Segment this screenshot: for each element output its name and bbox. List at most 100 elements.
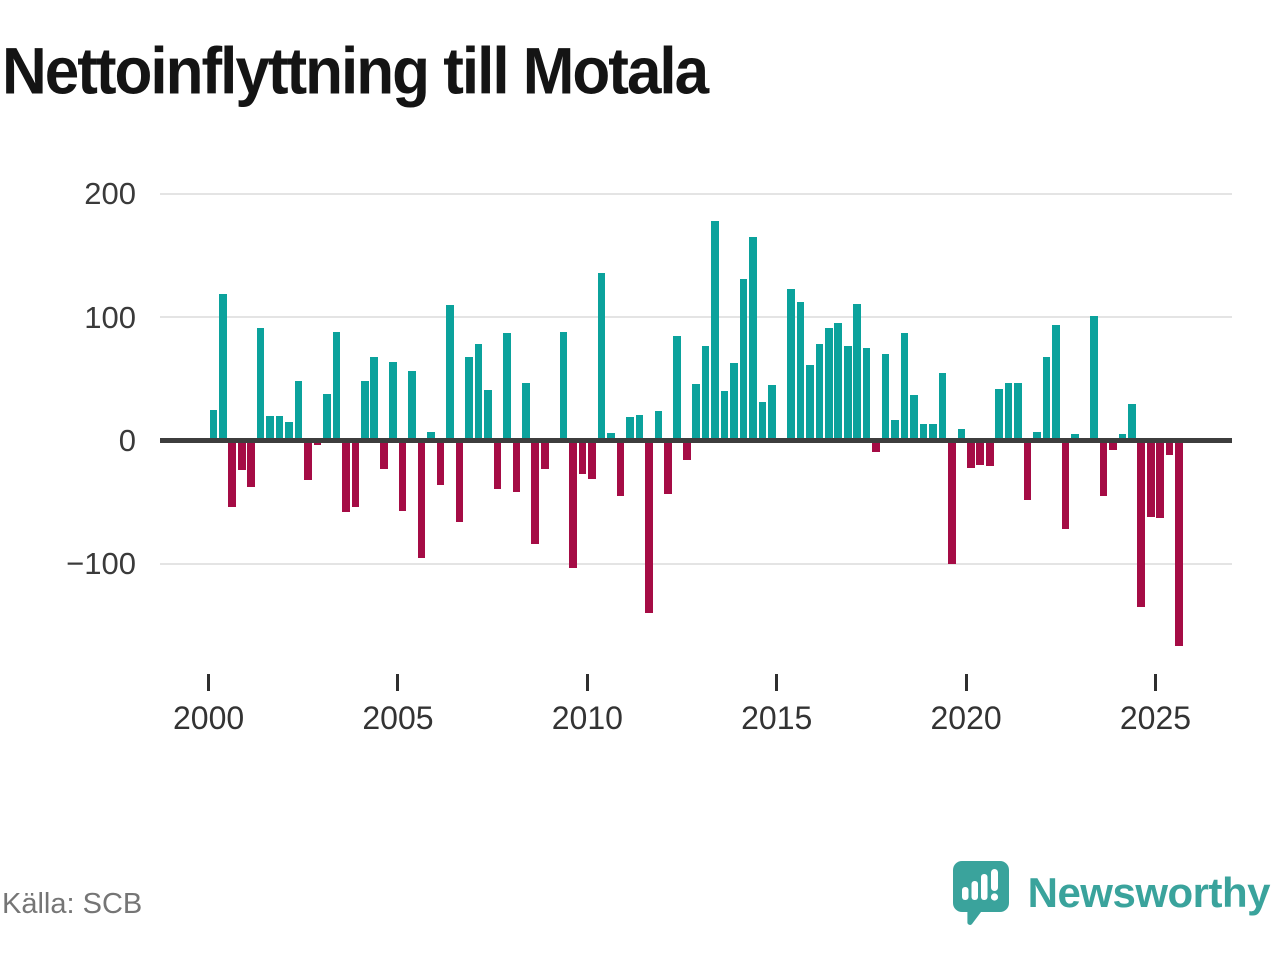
y-axis-label--100: −100 [66, 546, 136, 582]
bar-2020Q1 [967, 440, 975, 468]
gridline-y-200 [160, 192, 1232, 195]
bar-2013Q2 [711, 220, 719, 441]
logo-bar-medium [971, 881, 978, 900]
bar-2017Q1 [853, 303, 861, 441]
bar-2007Q4 [503, 333, 511, 441]
bar-2012Q2 [673, 335, 682, 441]
x-axis-label-2000: 2000 [173, 700, 245, 736]
brand-name: Newsworthy [1027, 869, 1271, 916]
bar-2000Q1 [209, 409, 218, 441]
y-axis-label-100: 100 [84, 299, 136, 335]
bar-2009Q3 [569, 440, 577, 568]
logo-bar-tall [980, 874, 988, 900]
bar-2020Q3 [985, 440, 994, 467]
logo-exclamation-dot [990, 893, 998, 901]
bar-2014Q4 [768, 385, 776, 441]
bar-2025Q2 [1165, 440, 1174, 456]
chart-title: Nettoinflyttning till Motala [2, 35, 709, 109]
bar-2007Q1 [474, 344, 483, 441]
x-tick-2010 [585, 674, 589, 691]
bar-2024Q2 [1127, 403, 1136, 441]
bar-2004Q3 [379, 440, 388, 469]
bar-2002Q2 [294, 381, 303, 441]
source-note: Källa: SCB [2, 888, 143, 920]
bar-2025Q3 [1175, 440, 1183, 647]
bar-2010Q2 [597, 272, 606, 441]
x-tick-2000 [207, 674, 211, 691]
x-axis-label-2015: 2015 [741, 700, 813, 736]
bar-2021Q2 [1014, 382, 1022, 441]
bar-2013Q4 [730, 362, 738, 441]
bar-2023Q4 [1109, 440, 1117, 451]
bar-2007Q2 [484, 389, 492, 441]
bar-2010Q1 [588, 440, 596, 479]
bar-2002Q1 [285, 422, 293, 441]
bar-2000Q4 [237, 440, 246, 471]
bar-2016Q2 [824, 328, 833, 441]
bar-2019Q1 [929, 424, 937, 441]
bar-2021Q1 [1004, 382, 1013, 441]
bar-2016Q4 [843, 345, 852, 441]
bar-2007Q3 [493, 440, 502, 489]
x-tick-2015 [775, 674, 779, 691]
newsworthy-logo-icon [952, 861, 1009, 925]
bar-2017Q2 [862, 348, 871, 441]
bar-2004Q4 [389, 361, 398, 441]
bar-2023Q2 [1090, 315, 1098, 441]
logo-bar-small [961, 887, 969, 900]
bar-2009Q4 [578, 440, 587, 474]
bar-2017Q3 [872, 440, 880, 452]
bar-2008Q1 [512, 440, 521, 493]
bar-2019Q3 [948, 440, 956, 564]
bar-2015Q2 [787, 288, 795, 441]
bar-2025Q1 [1156, 440, 1164, 519]
bar-2015Q3 [796, 302, 805, 441]
bar-2018Q2 [900, 333, 909, 441]
bar-2022Q2 [1052, 324, 1060, 441]
bar-2014Q3 [758, 402, 767, 441]
bar-2020Q2 [976, 440, 985, 466]
bar-2018Q4 [919, 424, 928, 441]
bar-2006Q2 [446, 304, 454, 441]
bar-2013Q1 [701, 345, 710, 441]
x-axis-label-2005: 2005 [362, 700, 434, 736]
bar-2005Q4 [427, 431, 435, 441]
x-axis-label-2020: 2020 [930, 700, 1002, 736]
newsworthy-brand: Newsworthy [952, 860, 1271, 926]
bar-2013Q3 [720, 391, 729, 441]
bar-2017Q4 [881, 354, 890, 441]
bar-2012Q1 [664, 440, 672, 494]
bar-2009Q2 [559, 331, 568, 441]
bar-2008Q4 [540, 440, 549, 469]
bar-2022Q3 [1061, 440, 1070, 530]
x-axis-label-2010: 2010 [551, 700, 623, 736]
bar-2008Q3 [531, 440, 540, 545]
zero-baseline [160, 438, 1232, 443]
bar-2001Q3 [266, 415, 274, 441]
logo-exclamation-stem [990, 869, 998, 891]
bar-2003Q1 [323, 393, 331, 441]
x-axis-label-2025: 2025 [1119, 700, 1192, 736]
bar-2004Q1 [361, 381, 369, 441]
bar-2014Q2 [749, 237, 757, 441]
bar-2000Q3 [228, 440, 237, 508]
bar-2001Q1 [247, 440, 255, 488]
bar-2016Q3 [834, 323, 843, 441]
bar-2019Q2 [938, 372, 947, 441]
bar-2010Q4 [616, 440, 625, 496]
bar-2005Q1 [398, 440, 407, 511]
bar-2014Q1 [739, 278, 748, 441]
gridline-y-100 [160, 316, 1232, 319]
bar-2001Q4 [275, 415, 284, 441]
gridline-y--100 [160, 562, 1232, 565]
bar-2021Q3 [1023, 440, 1032, 500]
x-tick-2005 [396, 674, 400, 691]
bar-2011Q1 [626, 417, 634, 441]
bar-2018Q1 [891, 419, 899, 441]
bar-2004Q2 [370, 356, 379, 441]
bar-2024Q3 [1137, 440, 1146, 607]
x-tick-2025 [1153, 674, 1157, 691]
bar-2006Q3 [455, 440, 464, 522]
bar-2019Q4 [957, 429, 966, 441]
